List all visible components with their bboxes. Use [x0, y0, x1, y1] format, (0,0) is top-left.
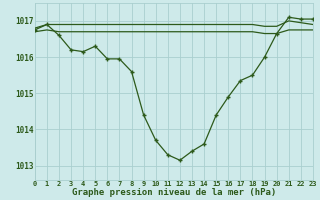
X-axis label: Graphe pression niveau de la mer (hPa): Graphe pression niveau de la mer (hPa) — [72, 188, 276, 197]
